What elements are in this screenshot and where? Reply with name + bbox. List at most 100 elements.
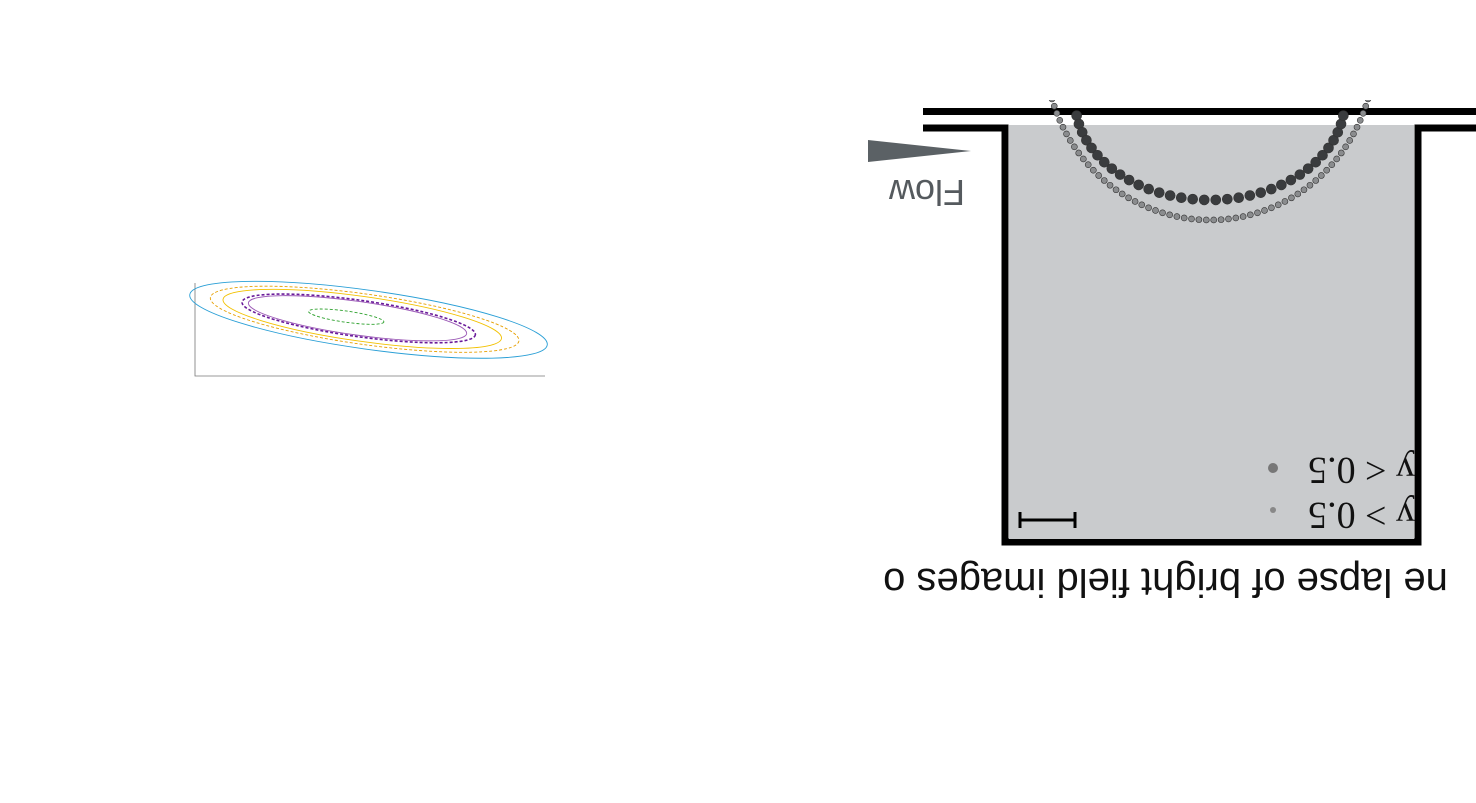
particle-large bbox=[1123, 174, 1135, 186]
particle-small bbox=[1106, 181, 1114, 189]
plot-axes bbox=[194, 283, 545, 377]
particle-large bbox=[1133, 179, 1144, 191]
particle-small bbox=[1100, 177, 1108, 184]
particle-small bbox=[1131, 198, 1139, 205]
channel-wall-cavity bbox=[923, 124, 1476, 546]
flow-arrow-icon bbox=[868, 140, 971, 162]
particle-small bbox=[1138, 201, 1146, 209]
particle-small bbox=[1059, 123, 1067, 131]
particle-small bbox=[1066, 137, 1074, 144]
particle-small bbox=[1261, 207, 1268, 214]
particle-small bbox=[1075, 149, 1083, 157]
orbit-series-5 bbox=[247, 295, 468, 342]
particle-large bbox=[1338, 110, 1349, 121]
particle-small bbox=[1188, 215, 1195, 223]
particle-small bbox=[1364, 100, 1372, 103]
legend-label-large: y > 0.5 bbox=[1308, 494, 1415, 536]
particle-large bbox=[1086, 142, 1097, 154]
particle-small bbox=[1288, 194, 1295, 202]
particle-trajectories bbox=[1048, 100, 1372, 224]
particle-small bbox=[1232, 214, 1240, 222]
particle-small bbox=[1202, 216, 1210, 224]
particle-small bbox=[1306, 181, 1314, 189]
legend-marker-small bbox=[1270, 507, 1276, 513]
channel-wall-top bbox=[923, 108, 1476, 115]
particle-small bbox=[1328, 161, 1336, 168]
particle-large bbox=[1143, 183, 1155, 195]
particle-small bbox=[1084, 161, 1092, 168]
particle-small bbox=[1166, 211, 1173, 219]
particle-large bbox=[1164, 190, 1176, 201]
particle-small bbox=[1356, 117, 1364, 124]
particle-large bbox=[1276, 179, 1287, 191]
particle-large bbox=[1302, 163, 1314, 174]
bright-field-image bbox=[1009, 125, 1414, 539]
particle-large bbox=[1187, 193, 1198, 205]
particle-small bbox=[1217, 216, 1225, 223]
particle-small bbox=[1318, 172, 1325, 179]
particle-large bbox=[1106, 163, 1118, 174]
particle-small bbox=[1112, 186, 1120, 194]
particle-small bbox=[1180, 214, 1188, 222]
particle-small bbox=[1359, 109, 1367, 117]
particle-small bbox=[1362, 102, 1370, 110]
particle-small bbox=[1050, 102, 1058, 110]
particle-small bbox=[1195, 216, 1203, 223]
legend-label-small: y < 0.5 bbox=[1308, 449, 1415, 491]
particle-large bbox=[1222, 193, 1233, 205]
orbit-series-2 bbox=[209, 285, 520, 353]
figure-caption: ne lapse of bright field images o bbox=[883, 560, 1448, 604]
particle-small bbox=[1294, 190, 1302, 198]
particle-small bbox=[1225, 215, 1232, 223]
particle-large bbox=[1114, 169, 1126, 180]
particle-small bbox=[1063, 130, 1070, 138]
particle-large bbox=[1198, 194, 1210, 206]
particle-small bbox=[1080, 155, 1087, 163]
particle-large bbox=[1210, 194, 1222, 206]
particle-small bbox=[1159, 209, 1166, 217]
particle-small bbox=[1118, 190, 1126, 198]
particle-small bbox=[1268, 204, 1275, 212]
particle-large bbox=[1153, 187, 1165, 198]
particle-large bbox=[1317, 149, 1328, 161]
particle-large bbox=[1176, 192, 1187, 204]
orbit-series-3 bbox=[222, 288, 502, 349]
legend-marker-large bbox=[1268, 463, 1278, 473]
particle-small bbox=[1247, 211, 1254, 219]
particle-small bbox=[1048, 100, 1056, 103]
particle-small bbox=[1333, 155, 1340, 163]
particle-large bbox=[1092, 149, 1103, 161]
particle-small bbox=[1095, 172, 1102, 179]
particle-small bbox=[1071, 143, 1078, 151]
particle-large bbox=[1233, 192, 1244, 204]
particle-small bbox=[1337, 149, 1345, 157]
flow-label: Flow bbox=[888, 172, 965, 213]
particle-small bbox=[1346, 137, 1354, 144]
particle-small bbox=[1323, 166, 1330, 174]
orbit-series-1 bbox=[189, 280, 548, 359]
particle-large bbox=[1323, 142, 1334, 154]
microscopy-figure bbox=[868, 100, 1476, 546]
particle-small bbox=[1254, 209, 1261, 217]
particle-small bbox=[1053, 109, 1061, 117]
particle-small bbox=[1125, 194, 1132, 202]
scale-bar bbox=[1018, 512, 1077, 528]
orbit-series-6 bbox=[308, 308, 385, 325]
particle-small bbox=[1350, 130, 1357, 138]
particle-small bbox=[1056, 117, 1064, 124]
particle-large bbox=[1285, 174, 1297, 186]
particle-small bbox=[1090, 166, 1097, 174]
particle-large bbox=[1265, 183, 1277, 195]
particle-small bbox=[1239, 213, 1247, 220]
particle-large bbox=[1081, 134, 1092, 146]
particle-small bbox=[1152, 207, 1159, 214]
particle-small bbox=[1145, 204, 1152, 212]
particle-large bbox=[1310, 156, 1322, 168]
particle-large bbox=[1098, 156, 1110, 168]
particle-small bbox=[1353, 123, 1361, 131]
particle-small bbox=[1173, 213, 1181, 220]
orbit-plot bbox=[189, 280, 548, 377]
orbit-series-4 bbox=[241, 293, 477, 344]
particle-small bbox=[1210, 216, 1218, 224]
particle-small bbox=[1300, 186, 1308, 194]
